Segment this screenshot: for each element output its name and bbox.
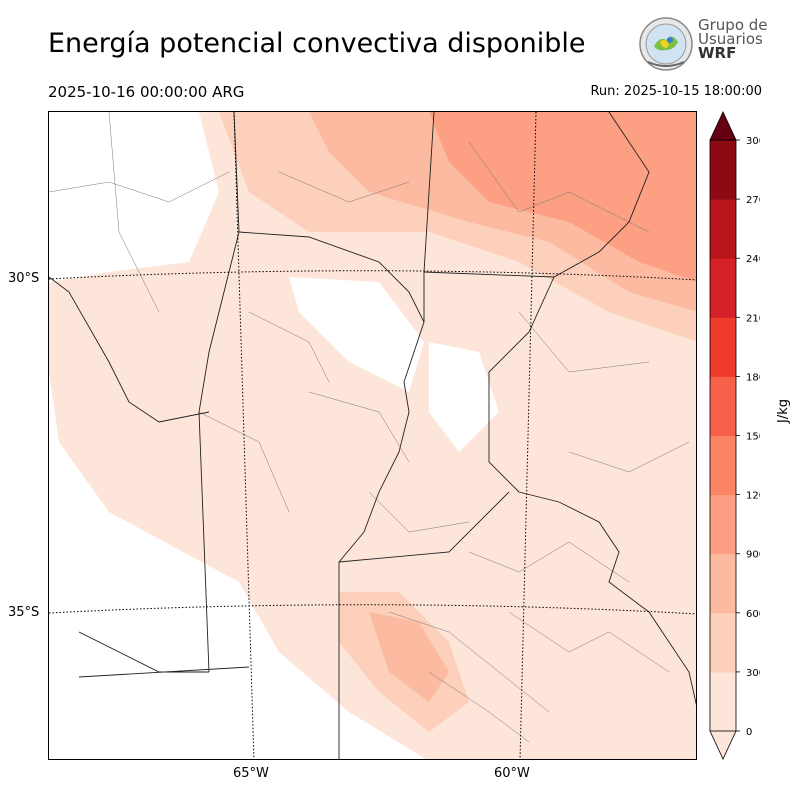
colorbar-tick-label: 2700 xyxy=(746,195,760,206)
lat-label-30s: 30°S xyxy=(8,271,40,286)
colorbar-tick-label: 1500 xyxy=(746,432,760,443)
run-time: Run: 2025-10-15 18:00:00 xyxy=(590,84,762,99)
colorbar-band xyxy=(710,317,736,377)
map-title: Energía potencial convectiva disponible xyxy=(48,28,586,59)
colorbar-band xyxy=(710,553,736,614)
cape-gap-middle xyxy=(429,342,499,452)
cape-fill-600-south xyxy=(369,612,449,702)
cape-fill-low xyxy=(49,112,696,759)
colorbar-band xyxy=(710,435,736,496)
lon-label-60w: 60°W xyxy=(494,766,530,781)
colorbar-tick-label: 1200 xyxy=(746,491,760,502)
colorbar-tick-label: 2400 xyxy=(746,254,760,265)
cape-gap-center xyxy=(289,277,424,392)
cape-gap-west xyxy=(49,112,219,282)
colorbar-tick-label: 600 xyxy=(746,609,760,620)
colorbar-band xyxy=(710,494,736,555)
map-canvas xyxy=(49,112,696,759)
colorbar-tick-label: 900 xyxy=(746,550,760,561)
colorbar-tick-label: 2100 xyxy=(746,313,760,324)
globe-logo-icon xyxy=(639,17,693,71)
colorbar-tick-label: 300 xyxy=(746,668,760,679)
grupo-wrf-logo: Grupo de Usuarios WRF xyxy=(638,16,768,72)
colorbar-band xyxy=(710,199,736,259)
colorbar-band xyxy=(710,140,736,200)
colorbar-extend-min xyxy=(709,730,737,760)
colorbar-tick-label: 1800 xyxy=(746,372,760,383)
colorbar-band xyxy=(710,671,736,732)
lat-label-35s: 35°S xyxy=(8,605,40,620)
colorbar-band xyxy=(710,258,736,318)
lon-label-65w: 65°W xyxy=(233,766,269,781)
valid-time: 2025-10-16 00:00:00 ARG xyxy=(48,83,245,101)
colorbar-unit: J/kg xyxy=(776,399,791,423)
colorbar-tick-label: 3000 xyxy=(746,136,760,147)
province-boundaries xyxy=(49,112,696,759)
colorbar-tick-label: 0 xyxy=(746,727,752,738)
colorbar-extend-max xyxy=(709,111,737,141)
colorbar-band xyxy=(710,612,736,673)
cape-colorbar: 0 300 600 900 1200 1500 1800 2100 2400 2700 3000 xyxy=(709,111,760,760)
colorbar-band xyxy=(710,376,736,436)
graticule xyxy=(49,112,696,759)
logo-line-1: Grupo de xyxy=(698,16,768,34)
cape-fill-900 xyxy=(429,112,696,282)
cape-map xyxy=(48,111,697,760)
logo-line-2: Usuarios xyxy=(698,30,763,48)
department-boundaries xyxy=(49,112,690,743)
logo-line-3: WRF xyxy=(698,44,737,62)
